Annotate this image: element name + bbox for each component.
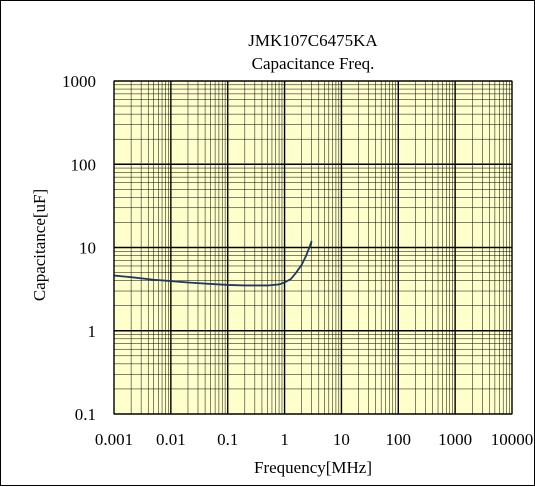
x-tick-label: 1000 [438, 430, 472, 449]
y-tick-label: 1 [88, 322, 97, 341]
x-axis-title: Frequency[MHz] [254, 458, 372, 477]
x-tick-label: 100 [386, 430, 412, 449]
x-tick-label: 10 [333, 430, 350, 449]
series-line-capacitance [113, 240, 313, 287]
x-tick-label: 0.01 [156, 430, 186, 449]
x-tick-labels: 0.001 0.01 0.1 1 10 100 1000 10000 [95, 430, 533, 449]
x-tick-label: 10000 [491, 430, 534, 449]
y-axis-title: Capacitance[uF] [30, 189, 49, 301]
x-tick-label: 1 [280, 430, 289, 449]
chart-title: JMK107C6475KA [248, 31, 378, 50]
x-tick-label: 0.1 [217, 430, 238, 449]
y-tick-labels: 0.1 1 10 100 1000 [62, 72, 96, 424]
y-tick-label: 0.1 [75, 405, 96, 424]
chart-subtitle: Capacitance Freq. [252, 54, 375, 73]
y-tick-label: 10 [79, 239, 96, 258]
x-tick-label: 0.001 [95, 430, 133, 449]
series-layer [113, 240, 313, 287]
y-tick-label: 1000 [62, 72, 96, 91]
plot-border [113, 80, 513, 415]
y-tick-label: 100 [71, 155, 97, 174]
